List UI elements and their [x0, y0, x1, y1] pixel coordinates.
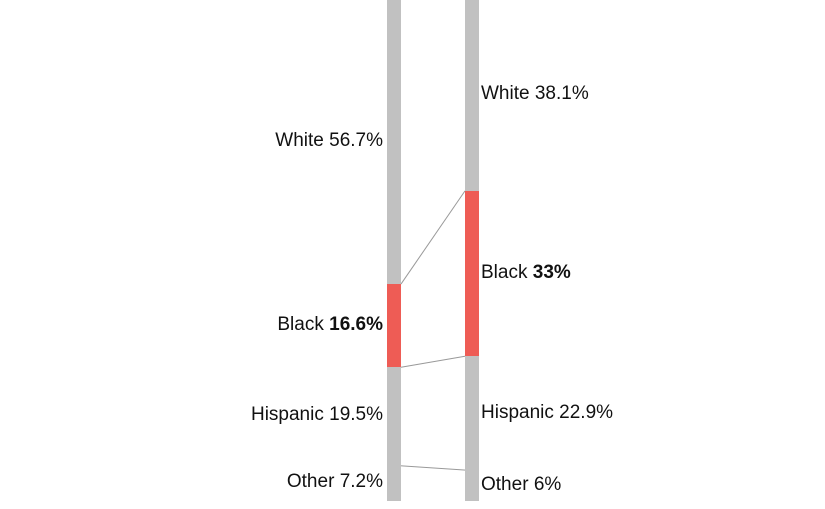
bar-segment-black: [387, 284, 401, 368]
value-text: 38.1%: [534, 83, 589, 105]
category-text: White: [275, 130, 330, 152]
connector-black-bottom: [400, 355, 466, 368]
label-right-black: Black 33%: [481, 261, 571, 284]
label-right-other: Other 6%: [481, 474, 562, 496]
value-text: 16.6%: [329, 313, 383, 335]
label-left-white: White 56.7%: [53, 130, 383, 152]
category-text: White: [481, 83, 535, 105]
category-text: Black: [481, 261, 533, 283]
bar-segment-white: [465, 0, 479, 191]
bar-segment-other: [465, 470, 479, 501]
value-text: 7.2%: [339, 471, 383, 493]
label-left-hispanic: Hispanic 19.5%: [53, 404, 383, 426]
category-text: Black: [277, 313, 330, 335]
bar-segment-black: [465, 190, 479, 357]
bar-segment-hispanic: [387, 367, 401, 465]
category-text: Other: [481, 474, 534, 496]
connector-black-top: [400, 190, 466, 285]
bar-segment-white: [387, 0, 401, 285]
value-text: 33%: [532, 261, 571, 283]
connector-hispanic-other: [386, 464, 480, 472]
left-stacked-bar: [387, 0, 401, 501]
category-text: Hispanic: [481, 401, 560, 423]
value-text: 56.7%: [329, 130, 383, 152]
right-stacked-bar: [465, 0, 479, 501]
label-right-white: White 38.1%: [481, 83, 589, 106]
value-text: 22.9%: [559, 401, 614, 423]
category-text: Hispanic: [250, 404, 330, 426]
bar-segment-other: [387, 464, 401, 501]
category-text: Other: [286, 471, 340, 493]
label-left-black: Black 16.6%: [53, 313, 383, 336]
label-left-other: Other 7.2%: [53, 471, 383, 493]
bar-segment-hispanic: [465, 356, 479, 471]
label-right-hispanic: Hispanic 22.9%: [481, 401, 614, 424]
value-text: 6%: [533, 474, 562, 496]
value-text: 19.5%: [329, 404, 383, 426]
